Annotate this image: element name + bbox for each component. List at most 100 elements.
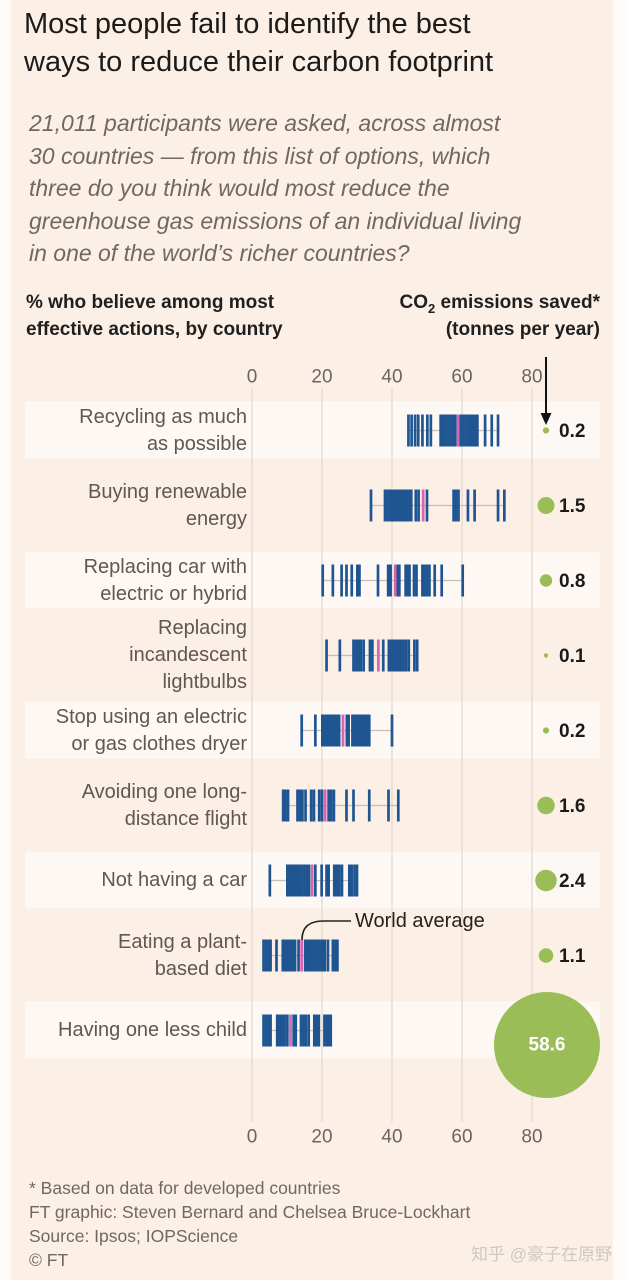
row-label-line: based diet — [154, 957, 247, 980]
x-tick-label-bottom: 60 — [451, 1127, 472, 1148]
co2-value-label: 1.1 — [559, 946, 586, 967]
country-tick — [336, 939, 339, 972]
world-average-tick — [310, 864, 314, 897]
country-tick — [297, 939, 300, 972]
row-label-line: Recycling as much — [79, 405, 247, 428]
country-tick — [404, 639, 408, 672]
row-label-line: Having one less child — [58, 1019, 247, 1041]
country-tick — [446, 414, 450, 447]
country-tick — [288, 864, 292, 897]
country-tick — [294, 1014, 298, 1047]
co2-bubble — [537, 796, 555, 815]
country-tick — [320, 789, 324, 822]
data-row: 0.2 — [407, 414, 585, 447]
world-average-tick — [289, 1014, 292, 1047]
country-tick — [415, 639, 419, 672]
country-tick — [407, 414, 410, 447]
country-tick — [452, 489, 455, 522]
country-tick — [400, 489, 404, 522]
country-tick — [262, 1014, 265, 1047]
country-tick — [317, 1014, 321, 1047]
country-tick — [391, 489, 394, 522]
row-label: Eating a plant-based diet — [0, 929, 247, 983]
row-label-line: distance flight — [124, 807, 247, 830]
country-tick — [421, 414, 424, 447]
country-tick — [332, 864, 336, 897]
subtitle-line: 30 countries — from this list of options… — [29, 142, 491, 169]
co2-bubble — [535, 869, 557, 892]
country-tick — [503, 489, 506, 522]
country-tick — [325, 639, 328, 672]
country-tick — [316, 939, 319, 972]
country-tick — [406, 564, 410, 597]
country-tick — [360, 714, 364, 747]
country-tick — [333, 714, 336, 747]
x-axis-header-line: effective actions, by country — [26, 319, 283, 340]
country-tick — [292, 1014, 295, 1047]
country-tick — [280, 1014, 284, 1047]
country-tick — [314, 864, 317, 897]
country-tick — [387, 639, 391, 672]
co2-bubble — [539, 574, 553, 587]
country-tick — [398, 489, 402, 522]
country-tick — [286, 939, 290, 972]
country-tick — [353, 864, 356, 897]
country-tick — [454, 414, 457, 447]
country-tick — [358, 564, 361, 597]
country-tick — [278, 1014, 281, 1047]
footer: * Based on data for developed countries … — [29, 1176, 470, 1272]
country-tick — [397, 639, 400, 672]
data-row: 1.6 — [281, 789, 585, 822]
country-tick — [340, 564, 343, 597]
world-average-tick — [341, 714, 345, 747]
country-tick — [352, 639, 355, 672]
title-line: Most people fail to identify the best — [24, 8, 471, 40]
co2-bubble — [542, 727, 550, 734]
country-tick — [295, 864, 299, 897]
country-tick — [365, 714, 369, 747]
country-tick — [329, 1014, 333, 1047]
country-tick — [312, 1014, 316, 1047]
country-tick — [409, 489, 413, 522]
country-tick — [440, 564, 444, 597]
data-row: 0.1 — [325, 639, 586, 672]
co2-bubble — [537, 497, 555, 514]
country-tick — [359, 639, 363, 672]
country-tick — [286, 1014, 289, 1047]
row-label-line: Stop using an electric — [55, 705, 247, 728]
country-tick — [283, 939, 287, 972]
country-tick — [426, 414, 429, 447]
country-tick — [469, 414, 472, 447]
country-tick — [311, 939, 314, 972]
row-label: Stop using an electric or gas clothes dry… — [0, 704, 247, 758]
world-average-tick — [393, 564, 397, 597]
row-label-line: Replacing car with — [83, 555, 247, 578]
country-tick — [371, 639, 374, 672]
country-tick — [383, 489, 387, 522]
country-tick — [299, 1014, 303, 1047]
country-tick — [318, 939, 322, 972]
country-tick — [314, 714, 317, 747]
country-tick — [421, 564, 424, 597]
country-tick — [433, 564, 437, 597]
country-tick — [376, 564, 380, 597]
country-tick — [335, 714, 339, 747]
title-line: ways to reduce their carbon footprint — [24, 46, 494, 78]
world-average-tick — [376, 639, 380, 672]
row-band — [25, 551, 600, 609]
row-label-line: Replacing — [158, 617, 247, 639]
country-tick — [347, 864, 351, 897]
country-tick — [362, 639, 365, 672]
country-tick — [303, 864, 306, 897]
country-tick — [399, 639, 403, 672]
country-tick — [264, 939, 268, 972]
row-label: Having one less child — [0, 1017, 247, 1044]
credit: FT graphic: Steven Bernard and Chelsea B… — [29, 1202, 471, 1222]
country-tick — [454, 489, 458, 522]
co2-value-label: 0.8 — [559, 571, 585, 592]
x-tick-label-bottom: 0 — [247, 1127, 258, 1148]
co2-header-rest: emissions saved* — [435, 292, 601, 313]
x-tick-label-bottom: 20 — [311, 1127, 332, 1148]
world-average-tick — [300, 939, 304, 972]
